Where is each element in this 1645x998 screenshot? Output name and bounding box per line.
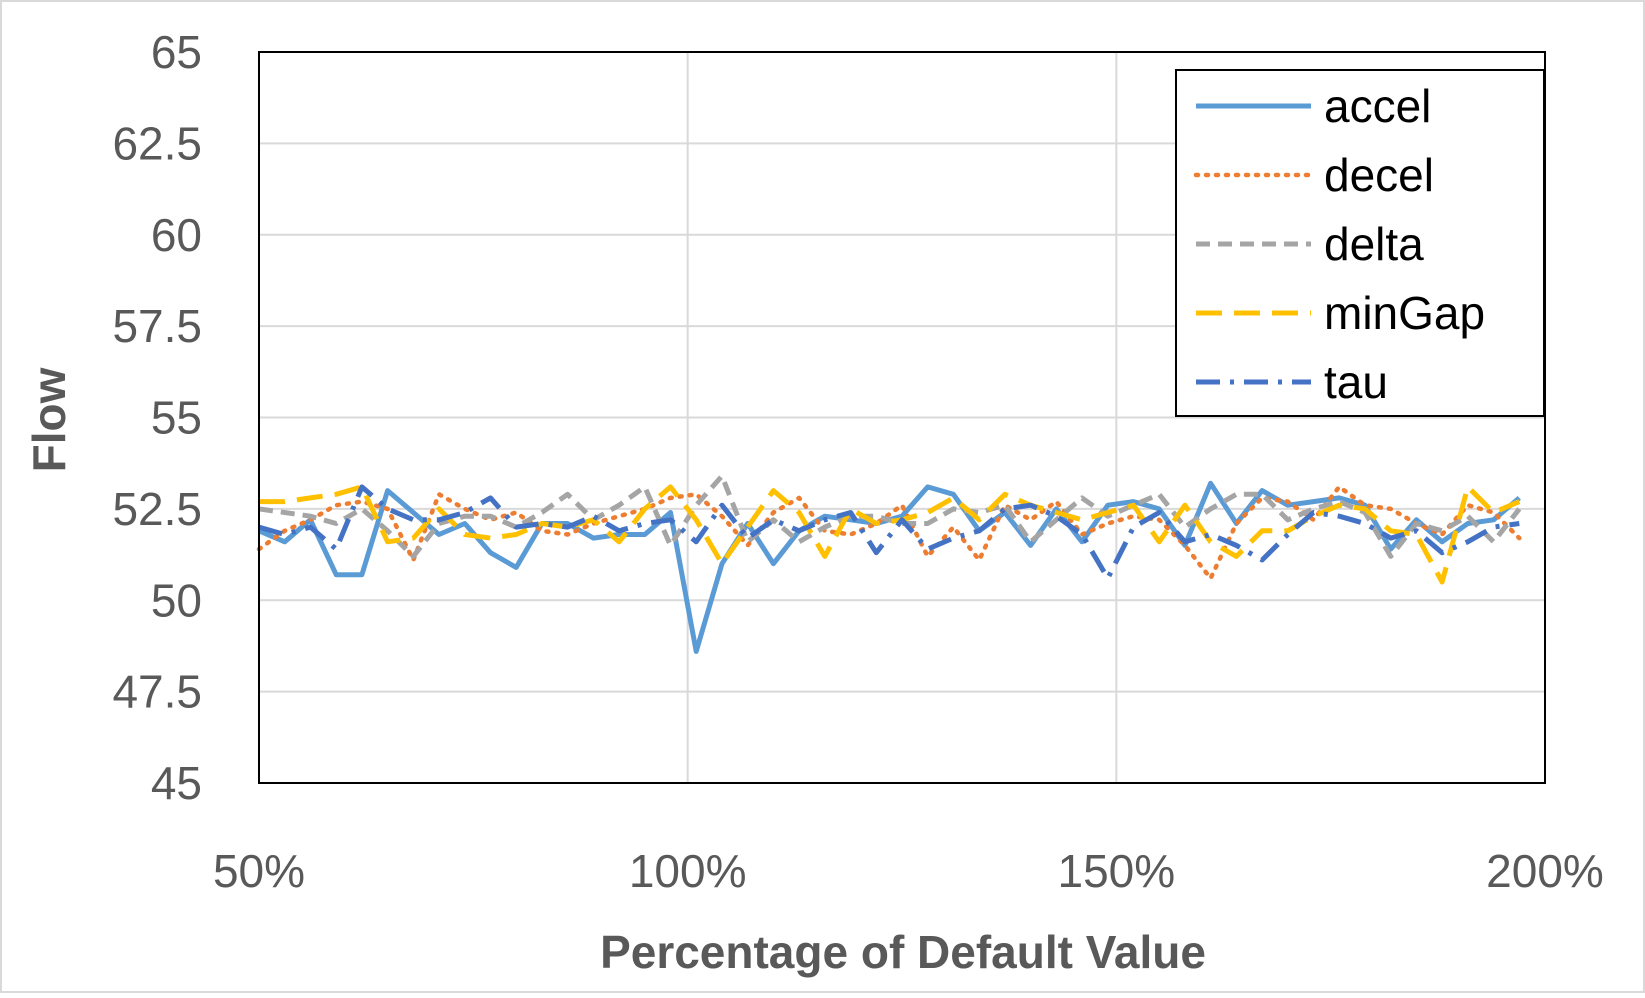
x-tick-label: 150% [1058,845,1176,897]
x-axis-title: Percentage of Default Value [600,926,1206,978]
series-line-delta [258,473,1522,559]
series-line-minGap [259,484,1521,585]
x-tick-label: 100% [629,845,747,897]
y-tick-label: 62.5 [112,117,202,169]
y-tick-label: 57.5 [112,300,202,352]
y-tick-label: 50 [151,574,202,626]
y-tick-label: 52.5 [112,483,202,535]
axes: 45 47.5 50 52.5 55 57.5 60 62.5 65 50% 100% 150% 200… [112,26,1603,897]
y-axis-title: Flow [23,367,75,472]
plot-area-border [258,51,1546,784]
series-line-decel [256,484,1522,581]
y-tick-label: 55 [151,392,202,444]
legend-label-decel: decel [1324,149,1434,201]
legend-box [1175,69,1545,417]
legend-label-minGap: minGap [1324,287,1485,339]
series-lines [256,473,1522,654]
x-tick-label: 200% [1486,845,1604,897]
y-tick-label: 45 [151,757,202,809]
legend: accel decel delta minGap tau [1175,69,1545,417]
legend-label-delta: delta [1324,218,1424,270]
legend-label-tau: tau [1324,356,1388,408]
series-line-tau [258,484,1520,581]
y-tick-label: 47.5 [112,666,202,718]
y-tick-label: 60 [151,209,202,261]
legend-label-accel: accel [1324,80,1431,132]
y-tick-label: 65 [151,26,202,78]
x-tick-label: 50% [213,845,305,897]
